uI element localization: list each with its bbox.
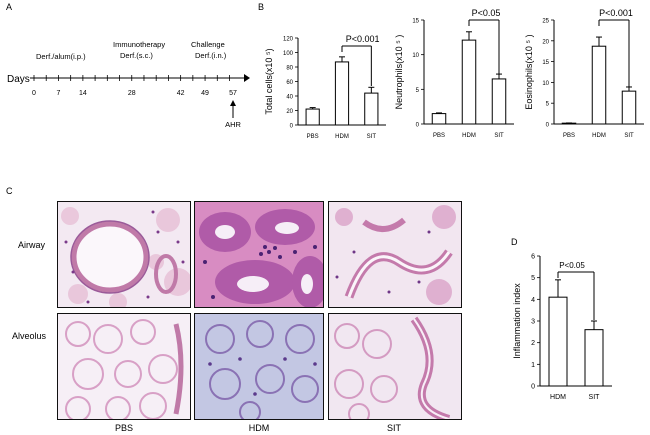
micrograph-alveolus-pbs — [57, 313, 191, 420]
y-tick-label: 5 — [416, 88, 420, 94]
y-tick-label: 15 — [542, 60, 549, 66]
chart-total-cells: 0 20 40 60 80 100 120 Total cells(x10 ⁵) PBS HDM S… — [264, 34, 386, 140]
histology-row-label-alveolus: Alveolus — [12, 331, 47, 341]
phase-immunotherapy-label-2: Derf.(s.c.) — [120, 51, 153, 60]
chart-neutrophils: 0 5 10 15 Neutrophils(x10 ⁵ ) PBS HDM SIT P<0.05 — [394, 8, 514, 139]
micrograph-airway-hdm — [194, 201, 324, 308]
y-axis-label: Eosinophils(x10 ⁵ ) — [524, 34, 534, 109]
micrograph-alveolus-hdm — [194, 313, 324, 420]
phase-sensitization-label: Derf./alum(i.p.) — [36, 52, 86, 61]
x-tick-label: HDM — [335, 134, 349, 140]
timeline-day-label: 28 — [128, 90, 136, 97]
timeline-day-label: 14 — [79, 90, 87, 97]
y-tick-label: 0 — [546, 123, 550, 129]
y-tick-label: 15 — [412, 19, 419, 25]
y-tick-label: 20 — [286, 109, 293, 115]
bar-hdm — [591, 45, 607, 125]
bar-sit — [491, 78, 507, 125]
timeline-day-label: 57 — [229, 90, 237, 97]
bar-sit — [584, 329, 604, 387]
y-tick-label: 4 — [531, 297, 535, 304]
timeline-day-label: 42 — [177, 90, 185, 97]
timeline-day-label: 7 — [56, 90, 60, 97]
bar-sit — [621, 90, 637, 125]
y-tick-label: 5 — [546, 102, 550, 108]
y-tick-label: 10 — [542, 81, 549, 87]
y-tick-label: 0 — [531, 384, 535, 391]
timeline-arrowhead — [244, 74, 250, 82]
y-tick-label: 20 — [542, 39, 549, 45]
x-tick-label: SIT — [494, 133, 504, 139]
x-tick-label: HDM — [550, 394, 566, 401]
significance-label: P<0.05 — [559, 261, 585, 270]
micrograph-alveolus-sit — [328, 313, 462, 420]
phase-challenge-label-1: Challenge — [191, 40, 225, 49]
y-tick-label: 100 — [283, 51, 294, 57]
bar-sit — [364, 92, 379, 126]
x-tick-label: SIT — [589, 394, 601, 401]
y-tick-label: 5 — [531, 275, 535, 282]
micrograph-airway-sit — [328, 201, 462, 308]
bar-pbs — [305, 108, 320, 126]
y-tick-label: 40 — [286, 95, 293, 101]
x-tick-label: HDM — [592, 133, 606, 139]
timeline-day-label: 49 — [201, 90, 209, 97]
chart-inflammation-index: 0 1 2 3 4 5 6 Inflammation index HDM SIT P<0.05 — [512, 254, 612, 401]
phase-immunotherapy-label-1: Immunotherapy — [113, 40, 165, 49]
bar-hdm — [461, 39, 477, 125]
significance-label: P<0.001 — [599, 8, 633, 18]
bar-hdm — [548, 296, 568, 387]
histology-col-label-pbs: PBS — [114, 423, 133, 433]
x-tick-label: SIT — [624, 133, 634, 139]
panel-letter-b: B — [258, 2, 265, 12]
y-tick-label: 6 — [531, 254, 535, 261]
y-tick-label: 3 — [531, 319, 535, 326]
histology-col-label-hdm: HDM — [248, 423, 270, 433]
micrograph-airway-pbs — [57, 201, 191, 308]
ahr-label: AHR — [225, 120, 241, 129]
x-tick-label: PBS — [307, 134, 319, 140]
y-tick-label: 60 — [286, 80, 293, 86]
x-tick-label: HDM — [462, 133, 476, 139]
histology-row-label-airway: Airway — [18, 240, 46, 250]
y-tick-label: 25 — [542, 19, 549, 25]
x-tick-label: PBS — [563, 133, 575, 139]
significance-label: P<0.001 — [346, 34, 380, 44]
bar-hdm — [334, 61, 350, 126]
y-axis-label: Inflammation index — [512, 283, 522, 359]
timeline-axis-label: Days — [7, 74, 30, 85]
phase-challenge-label-2: Derf.(i.n.) — [195, 51, 227, 60]
y-tick-label: 0 — [416, 123, 420, 129]
timeline-day-label: 0 — [32, 90, 36, 97]
y-axis-label: Neutrophils(x10 ⁵ ) — [394, 35, 404, 110]
bar-pbs — [431, 113, 447, 125]
chart-eosinophils: 0 5 10 15 20 25 Eosinophils(x10 ⁵ ) PBS HDM SIT P<… — [524, 8, 644, 139]
y-tick-label: 10 — [412, 53, 419, 59]
panel-letter-d: D — [511, 237, 518, 247]
ahr-arrowhead — [230, 100, 236, 106]
y-tick-label: 1 — [531, 362, 535, 369]
y-tick-label: 80 — [286, 66, 293, 72]
y-tick-label: 0 — [290, 124, 294, 130]
x-tick-label: SIT — [367, 134, 377, 140]
y-tick-label: 120 — [283, 37, 294, 43]
y-axis-label: Total cells(x10 ⁵) — [264, 48, 274, 114]
panel-letter-c: C — [6, 186, 13, 196]
panel-letter-a: A — [6, 2, 13, 12]
significance-label: P<0.05 — [472, 8, 501, 18]
timeline-diagram: Days 0 7 14 28 42 49 57 Derf./alum(i.p.) Immun… — [7, 40, 250, 129]
y-tick-label: 2 — [531, 340, 535, 347]
histology-col-label-sit: SIT — [386, 423, 401, 433]
x-tick-label: PBS — [433, 133, 445, 139]
